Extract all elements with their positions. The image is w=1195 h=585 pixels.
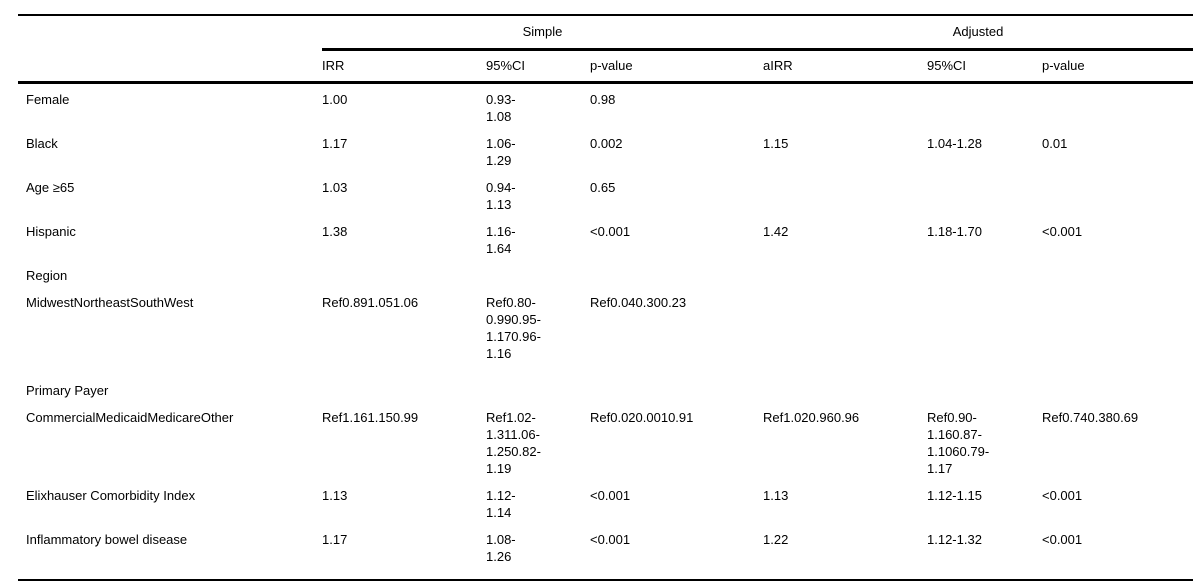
cell-ci-simple: 1.06- 1.29 — [486, 136, 516, 168]
cell-ci-simple: Ref0.80- 0.990.95- 1.170.96- 1.16 — [486, 295, 541, 361]
cell-irr: 1.13 — [322, 488, 348, 503]
cell-airr — [763, 287, 927, 365]
cell-ci-simple — [486, 365, 590, 402]
cell-pvalue-adjusted: <0.001 — [1042, 524, 1194, 581]
cell-pvalue-adjusted — [1042, 287, 1193, 365]
cell-pvalue-simple: <0.001 — [590, 224, 631, 239]
cell-pvalue-adjusted — [1042, 365, 1193, 402]
cell-pvalue-simple: 0.002 — [590, 136, 623, 151]
cell-irr: Ref0.891.051.06 — [322, 295, 419, 310]
table-row: Age ≥65 1.03 0.94- 1.13 0.65 — [18, 172, 1193, 216]
table-row: Female 1.00 0.93- 1.08 0.98 — [18, 83, 1193, 129]
cell-ci-adjusted — [927, 172, 1042, 216]
row-label: Hispanic — [26, 224, 76, 239]
column-header-pvalue-adjusted: p-value — [1042, 49, 1194, 84]
corner-cell — [18, 14, 322, 50]
cell-airr: 1.15 — [763, 136, 789, 151]
cell-pvalue-adjusted — [1042, 172, 1193, 216]
cell-airr: 1.22 — [763, 524, 927, 581]
row-label: CommercialMedicaidMedicareOther — [26, 410, 234, 425]
cell-pvalue-adjusted: <0.001 — [1042, 224, 1083, 239]
cell-ci-simple: 1.16- 1.64 — [486, 224, 516, 256]
cell-airr: Ref1.020.960.96 — [763, 410, 860, 425]
cell-pvalue-simple — [590, 260, 763, 287]
column-header-ci-adjusted: 95%CI — [927, 49, 1042, 84]
column-header-airr: aIRR — [763, 49, 927, 84]
cell-ci-simple: 0.93- 1.08 — [486, 92, 516, 124]
cell-airr — [763, 172, 927, 216]
cell-irr — [322, 365, 486, 402]
cell-ci-adjusted: 1.04-1.28 — [927, 136, 982, 151]
cell-irr: Ref1.161.150.99 — [322, 410, 419, 425]
cell-pvalue-adjusted: <0.001 — [1042, 488, 1083, 503]
row-label: Black — [26, 136, 58, 151]
cell-pvalue-adjusted — [1042, 260, 1193, 287]
cell-pvalue-simple: <0.001 — [590, 488, 631, 503]
cell-pvalue-adjusted: Ref0.740.380.69 — [1042, 410, 1139, 425]
stub-header-cell — [18, 49, 322, 84]
cell-pvalue-simple: <0.001 — [590, 524, 763, 581]
group-header-adjusted: Adjusted — [763, 14, 1194, 51]
cell-pvalue-simple — [590, 365, 763, 402]
group-header-row: Simple Adjusted — [18, 14, 1194, 51]
table-row: Black 1.17 1.06- 1.29 0.002 1.15 1.04-1.… — [18, 128, 1193, 172]
table-row: Elixhauser Comorbidity Index 1.13 1.12- … — [18, 480, 1193, 524]
cell-ci-adjusted — [927, 365, 1042, 402]
cell-irr — [322, 260, 486, 287]
cell-ci-simple: 1.08- 1.26 — [486, 524, 590, 581]
cell-ci-adjusted: 1.12-1.32 — [927, 524, 1042, 581]
cell-airr — [763, 83, 927, 129]
group-header-simple: Simple — [322, 14, 763, 51]
cell-ci-simple: Ref1.02- 1.311.06- 1.250.82- 1.19 — [486, 410, 541, 476]
cell-ci-adjusted — [927, 287, 1042, 365]
table-row: Primary Payer — [18, 365, 1193, 402]
cell-ci-simple — [486, 260, 590, 287]
cell-airr — [763, 365, 927, 402]
cell-pvalue-simple: 0.98 — [590, 92, 616, 107]
cell-irr: 1.03 — [322, 180, 348, 195]
cell-pvalue-simple: Ref0.040.300.23 — [590, 295, 687, 310]
row-label: Female — [26, 92, 70, 107]
cell-irr: 1.17 — [322, 136, 348, 151]
cell-pvalue-simple: 0.65 — [590, 180, 616, 195]
cell-pvalue-simple: Ref0.020.0010.91 — [590, 410, 694, 425]
cell-ci-simple: 0.94- 1.13 — [486, 180, 516, 212]
row-label: Inflammatory bowel disease — [18, 524, 322, 581]
cell-ci-adjusted: 1.18-1.70 — [927, 224, 982, 239]
cell-ci-adjusted: 1.12-1.15 — [927, 488, 982, 503]
cell-ci-adjusted: Ref0.90- 1.160.87- 1.1060.79- 1.17 — [927, 410, 990, 476]
table-row: MidwestNortheastSouthWest Ref0.891.051.0… — [18, 287, 1193, 365]
cell-airr: 1.42 — [763, 224, 789, 239]
cell-ci-simple: 1.12- 1.14 — [486, 488, 516, 520]
row-label: Elixhauser Comorbidity Index — [26, 488, 196, 503]
cell-pvalue-adjusted: 0.01 — [1042, 136, 1068, 151]
table-row: Inflammatory bowel disease 1.17 1.08- 1.… — [18, 524, 1194, 581]
row-label: Age ≥65 — [26, 180, 75, 195]
row-label: Primary Payer — [26, 383, 109, 398]
cell-airr — [763, 260, 927, 287]
cell-ci-adjusted — [927, 260, 1042, 287]
column-header-row: IRR 95%CI p-value aIRR 95%CI p-value — [18, 49, 1194, 84]
column-header-irr: IRR — [322, 49, 486, 84]
cell-pvalue-adjusted — [1042, 83, 1193, 129]
table-row: Region — [18, 260, 1193, 287]
column-header-ci-simple: 95%CI — [486, 49, 590, 84]
cell-irr: 1.38 — [322, 224, 348, 239]
row-label: Region — [26, 268, 68, 283]
cell-ci-adjusted — [927, 83, 1042, 129]
table-row: CommercialMedicaidMedicareOther Ref1.161… — [18, 402, 1193, 480]
cell-airr: 1.13 — [763, 488, 789, 503]
regression-results-table: Simple Adjusted IRR 95%CI p-value aIRR 9… — [18, 14, 1194, 581]
cell-irr: 1.17 — [322, 524, 486, 581]
cell-irr: 1.00 — [322, 92, 348, 107]
table-row: Hispanic 1.38 1.16- 1.64 <0.001 1.42 1.1… — [18, 216, 1193, 260]
column-header-pvalue-simple: p-value — [590, 49, 763, 84]
row-label: MidwestNortheastSouthWest — [26, 295, 194, 310]
